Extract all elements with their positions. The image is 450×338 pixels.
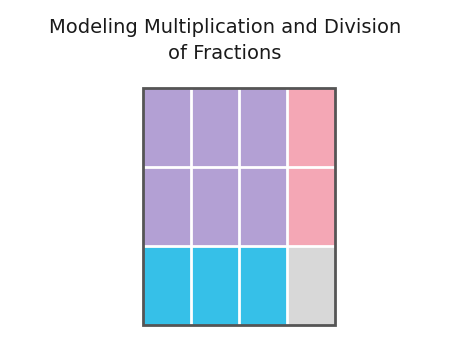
Bar	[239, 167, 287, 246]
Bar	[191, 246, 239, 325]
Bar	[287, 246, 335, 325]
Bar	[239, 246, 287, 325]
Bar	[287, 167, 335, 246]
Bar	[143, 88, 191, 167]
Bar	[287, 88, 335, 167]
Text: of Fractions: of Fractions	[168, 44, 282, 63]
Bar	[143, 88, 335, 325]
Bar	[191, 88, 239, 167]
Bar	[191, 167, 239, 246]
Bar	[143, 246, 191, 325]
Text: Modeling Multiplication and Division: Modeling Multiplication and Division	[49, 18, 401, 37]
Bar	[239, 88, 287, 167]
Bar	[143, 167, 191, 246]
